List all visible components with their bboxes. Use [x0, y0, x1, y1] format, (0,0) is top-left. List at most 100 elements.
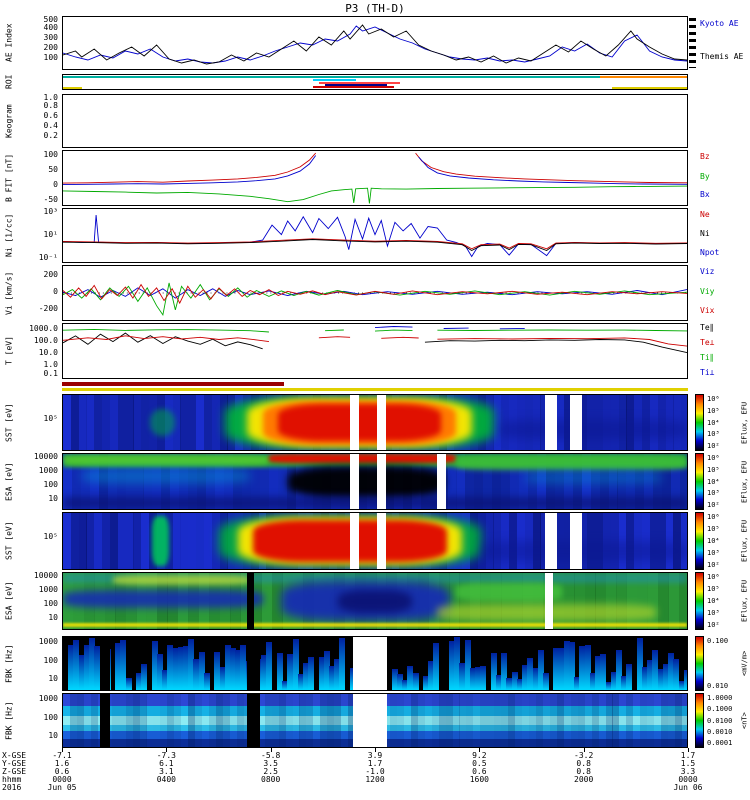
spec-stripe — [480, 694, 488, 747]
data-gap-white — [350, 513, 359, 569]
spectrogram-sst-electrons[interactable] — [62, 512, 688, 570]
series-line-Te∥ — [63, 332, 263, 350]
y-tick-label: 100 — [43, 655, 58, 665]
spec-column — [683, 669, 687, 690]
spec-column — [334, 659, 341, 690]
spec-stripe — [480, 573, 492, 629]
panel-bfit[interactable] — [62, 150, 688, 206]
colorbar-tick-label: 10² — [707, 442, 720, 450]
colorbar-tick-label: 10⁶ — [707, 513, 720, 521]
x-tick-mark — [375, 748, 376, 752]
spec-stripe — [584, 573, 596, 629]
colorbar-tick-label: 0.1000 — [707, 705, 733, 714]
axis-label-roi: ROI — [4, 74, 14, 90]
spec-stripe — [179, 454, 189, 509]
spec-column — [506, 678, 513, 690]
spec-stripe — [626, 454, 636, 509]
panel-keogram[interactable] — [62, 94, 688, 148]
spec-column — [522, 665, 529, 690]
spec-stripe — [662, 454, 672, 509]
spec-stripe — [501, 694, 509, 747]
colorbar-tick-label: 10⁶ — [707, 573, 720, 581]
axis-label-fbk-b: FBK [Hz] — [4, 701, 14, 740]
spec-stripe — [473, 694, 481, 747]
panel-quality-bar — [62, 381, 688, 392]
spec-column — [464, 640, 471, 690]
spec-stripe — [563, 573, 575, 629]
axis-value: -1.0 — [365, 767, 385, 776]
y-tick-label: 1.0 — [43, 93, 58, 102]
spec-stripe — [94, 513, 103, 569]
colorbar-tick-label: 0.0010 — [707, 727, 733, 736]
y-tick-label: 10.0 — [38, 347, 58, 357]
panel-row-density: Ni [1/cc] 10³ 10¹ 10⁻¹ Ne Ni Npot — [0, 208, 750, 263]
panel-velocity[interactable] — [62, 265, 688, 321]
spec-stripe — [132, 694, 140, 747]
spec-stripe — [563, 454, 573, 509]
series-label: Npot — [700, 248, 720, 258]
panel-density[interactable] — [62, 208, 688, 263]
spec-stripe — [501, 454, 511, 509]
spec-stripe — [556, 694, 564, 747]
spec-stripe — [661, 694, 669, 747]
spec-stripe — [86, 395, 95, 450]
axis-value: 6.1 — [159, 759, 174, 768]
spec-column — [511, 672, 518, 690]
colorbar-tick-label: 10³ — [707, 489, 720, 498]
spec-stripe — [102, 395, 111, 450]
axis-value: 0.6 — [54, 767, 70, 776]
spec-column — [396, 673, 403, 690]
spec-column — [537, 650, 544, 690]
spec-blob — [524, 470, 663, 485]
spec-column — [553, 648, 560, 690]
spec-column — [610, 671, 617, 690]
spec-column — [433, 643, 440, 690]
spec-column — [276, 652, 283, 690]
panel-roi[interactable] — [62, 74, 688, 90]
y-tick-label: 1000.0 — [29, 323, 58, 333]
x-tick-mark — [479, 748, 481, 752]
spec-stripe — [626, 694, 634, 747]
spec-stripe — [160, 694, 168, 747]
colorbar-tick-label: 10⁵ — [707, 406, 720, 415]
spec-column — [652, 649, 659, 690]
spectrogram-esa-electrons[interactable] — [62, 572, 688, 630]
colorbar-tick-label: 1.0000 — [707, 694, 733, 702]
x-tick-mark — [270, 748, 272, 752]
panel-row-sst-electrons: SST [eV] 10⁵ 10⁶ 10⁵ 10⁴ 10³ 10² EFlux, EFU — [0, 512, 750, 570]
spectrogram-esa-ions[interactable] — [62, 453, 688, 510]
spec-stripe — [188, 454, 198, 509]
right-axis-tick-marks — [689, 18, 696, 68]
series-line-Viz — [63, 287, 687, 299]
panel-ae-index[interactable] — [62, 16, 688, 70]
series-label: By — [700, 171, 710, 181]
y-tick-label: 0.2 — [43, 131, 58, 141]
y-tick-label: 0.8 — [43, 101, 58, 111]
axis-value: 0.6 — [472, 767, 487, 776]
panel-row-temperature: T [eV] 1000.0 100.0 10.0 1.0 0.1 Te∥ Te⊥ Ti∥ Ti… — [0, 323, 750, 379]
spec-column — [657, 668, 664, 690]
spec-stripe — [572, 454, 582, 509]
y-tick-label: 10 — [48, 674, 58, 684]
time-axis: X-GSE -7.1 -7.3 -5.8 3.9 9.2 -3.2 1.7 Y-GSE 1.6 6.… — [0, 748, 750, 800]
colorbar-tick-label: 10² — [707, 561, 720, 569]
y-axis-ticks: 1000 100 10 — [16, 636, 60, 691]
spectrogram-fbk-e[interactable] — [62, 636, 688, 691]
axis-value: 1.6 — [54, 759, 70, 768]
panel-row-quality-bar — [0, 381, 750, 392]
spec-stripe — [71, 454, 81, 509]
spec-stripe — [599, 454, 609, 509]
axis-label-density: Ni [1/cc] — [4, 213, 14, 258]
y-tick-label: 200 — [43, 270, 58, 280]
spec-stripe — [574, 573, 586, 629]
spec-blob — [63, 623, 687, 628]
spectrogram-sst-ions[interactable] — [62, 394, 688, 451]
spec-column — [569, 642, 576, 690]
spectrogram-fbk-b[interactable] — [62, 693, 688, 748]
series-line-Bz — [63, 152, 317, 184]
axis-value: 2.5 — [263, 767, 278, 776]
spec-stripe — [219, 395, 228, 450]
axis-value: -3.2 — [574, 751, 594, 760]
spec-column — [605, 681, 612, 690]
panel-temperature[interactable] — [62, 323, 688, 379]
